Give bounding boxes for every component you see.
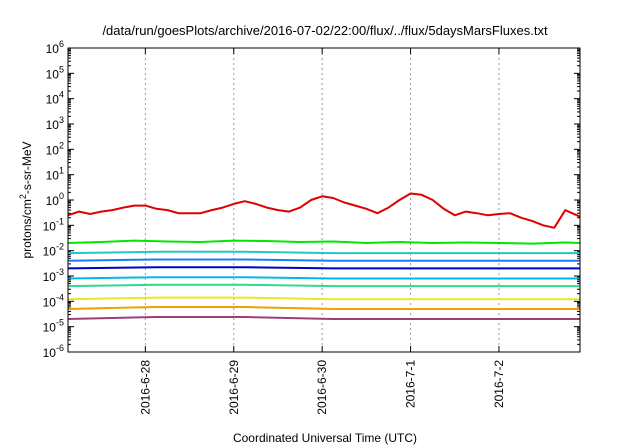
series-line-6 (67, 283, 580, 288)
y-tick-label: 105 (46, 64, 64, 81)
x-tick-label: 2016-7-1 (404, 360, 418, 408)
y-tick-label: 10-2 (43, 242, 64, 259)
x-tick-label: 2016-6-28 (138, 360, 152, 415)
y-tick-label: 106 (46, 39, 64, 56)
x-tick-label: 2016-6-29 (227, 360, 241, 415)
y-axis-label: protons/cm2-s-sr-MeV (18, 141, 34, 258)
x-axis-label: Coordinated Universal Time (UTC) (233, 431, 417, 445)
series-group (67, 192, 581, 320)
y-tick-label: 10-3 (43, 267, 64, 284)
grid-lines (144, 48, 500, 352)
y-axis-ticks: 106 105 104 103 102 101 100 10-1 10-2 10-3 10-4 10-… (43, 39, 580, 360)
y-tick-label: 10-4 (43, 292, 64, 309)
y-axis-label-base: protons/cm (20, 199, 34, 258)
y-axis-label-sup: 2 (18, 194, 28, 199)
y-tick-label: 100 (46, 191, 64, 208)
series-line-7 (67, 296, 580, 301)
y-tick-label: 102 (46, 140, 64, 157)
y-axis-label-rest: -s-sr-MeV (20, 141, 34, 194)
plot-frame (67, 47, 581, 353)
y-tick-label: 10-1 (43, 216, 64, 233)
y-tick-label: 101 (46, 166, 64, 183)
x-tick-label: 2016-6-30 (315, 360, 329, 415)
series-line-4 (67, 266, 580, 270)
series-line-1 (67, 239, 581, 245)
series-line-3 (67, 258, 580, 262)
x-axis-ticks: 2016-6-28 2016-6-29 2016-6-30 2016-7-1 2016-… (138, 48, 506, 415)
y-tick-label: 10-5 (43, 318, 64, 335)
series-line-8 (67, 306, 580, 310)
chart-title: /data/run/goesPlots/archive/2016-07-02/2… (102, 23, 548, 38)
x-tick-label: 2016-7-2 (492, 360, 506, 408)
series-line-9 (67, 316, 580, 320)
y-tick-label: 103 (46, 115, 64, 132)
y-tick-label: 104 (46, 90, 64, 107)
y-tick-label: 10-6 (43, 343, 64, 360)
series-line-2 (67, 250, 580, 255)
series-line-0 (67, 192, 581, 229)
series-line-5 (67, 276, 580, 280)
